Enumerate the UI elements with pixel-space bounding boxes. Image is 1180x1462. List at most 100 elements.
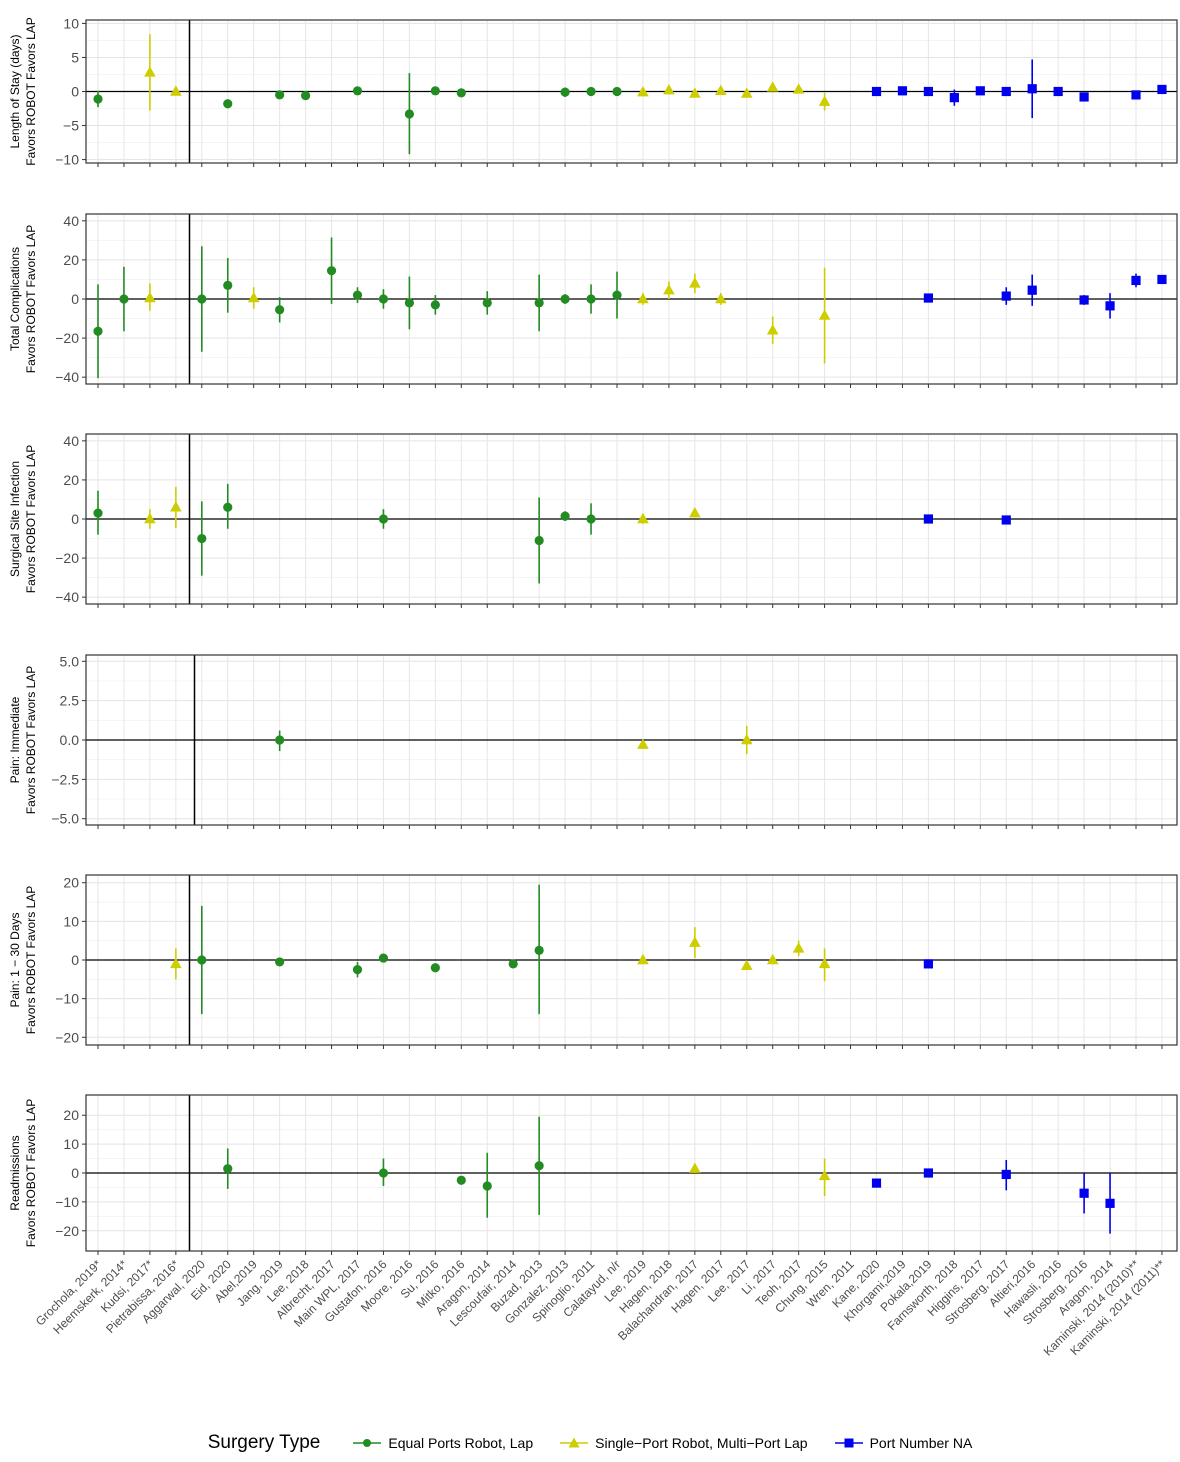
y-axis-title-line2: Favors ROBOT Favors LAP <box>24 445 38 593</box>
y-tick-label: 10 <box>63 15 79 31</box>
square-marker <box>1079 92 1089 102</box>
data-point <box>612 86 622 97</box>
data-point <box>275 957 285 967</box>
data-point <box>378 289 389 309</box>
circle-marker <box>301 90 311 101</box>
data-point <box>1053 86 1063 97</box>
y-axis-title-line1: Length of Stay (days) <box>8 34 22 148</box>
data-point <box>352 86 363 96</box>
triangle-marker <box>247 291 260 303</box>
circle-marker <box>534 535 544 546</box>
x-axis-labels: Grochola, 2019*Heemskerk, 2014*Kudsi, 20… <box>33 1257 1168 1359</box>
data-point <box>534 1116 544 1215</box>
circle-marker <box>378 1168 389 1178</box>
y-tick-label: 0 <box>71 511 79 527</box>
legend-square-marker <box>834 1438 863 1448</box>
square-marker <box>1001 1169 1011 1180</box>
y-tick-label: −10 <box>55 152 79 168</box>
data-point <box>1105 1173 1115 1234</box>
y-axis-title-line1: Pain: 1 − 30 Days <box>8 912 22 1007</box>
data-point <box>792 940 805 957</box>
triangle-marker <box>689 277 701 288</box>
y-axis-title-line2: Favors ROBOT Favors LAP <box>24 17 38 165</box>
data-point <box>1079 1173 1089 1214</box>
y-tick-label: −2.5 <box>51 771 79 787</box>
data-point <box>637 292 649 305</box>
triangle-marker <box>170 957 182 969</box>
circle-marker <box>586 86 596 97</box>
y-tick-label: −20 <box>55 330 79 346</box>
square-marker <box>923 293 933 303</box>
chart-panel: −20 −10 0 10 20 Readmissions Favors ROBOT Favo… <box>8 1094 1178 1255</box>
data-point <box>404 73 414 155</box>
triangle-marker <box>637 738 649 749</box>
data-point <box>534 497 544 584</box>
circle-marker <box>93 94 103 104</box>
data-point <box>223 257 233 313</box>
data-point <box>197 246 207 352</box>
circle-marker <box>378 514 389 524</box>
square-marker <box>1001 515 1011 525</box>
data-point <box>818 267 831 364</box>
data-point <box>1027 274 1037 306</box>
square-marker <box>923 514 933 524</box>
data-point <box>560 511 570 521</box>
data-point <box>663 281 675 299</box>
chart-panel: −40 −20 0 20 40 Total Complications Favors ROB… <box>8 213 1178 388</box>
y-tick-label: 0 <box>71 84 79 100</box>
y-tick-label: 20 <box>63 252 79 268</box>
y-axis-title-line2: Favors ROBOT Favors LAP <box>24 666 38 814</box>
data-point <box>144 34 156 111</box>
data-point <box>482 291 492 315</box>
y-axis-title-line1: Readmissions <box>8 1135 22 1210</box>
data-point <box>1079 295 1089 305</box>
chart-panel: −20 −10 0 10 20 Pain: 1 − 30 Days Favors ROBOT… <box>8 874 1178 1049</box>
data-point <box>663 83 675 95</box>
data-point <box>1105 293 1115 319</box>
y-tick-label: 0 <box>71 1165 79 1181</box>
data-point <box>1001 515 1011 525</box>
triangle-marker <box>740 87 753 98</box>
circle-marker <box>456 88 466 98</box>
legend-triangle-marker <box>560 1437 589 1448</box>
data-point <box>482 1152 492 1218</box>
circle-marker <box>508 959 518 969</box>
data-point <box>223 483 233 529</box>
square-marker <box>1053 86 1063 97</box>
triangle-marker <box>740 959 753 970</box>
y-tick-label: −5.0 <box>51 811 79 827</box>
square-marker <box>1105 1198 1115 1208</box>
data-point <box>1001 1160 1011 1191</box>
square-marker <box>1001 291 1011 301</box>
triangle-marker <box>689 87 701 98</box>
circle-marker <box>197 955 207 965</box>
data-point <box>534 884 544 1015</box>
triangle-marker <box>144 291 156 303</box>
data-point <box>534 274 544 332</box>
circle-marker <box>378 953 389 963</box>
data-point <box>275 730 285 752</box>
triangle-marker <box>170 501 182 512</box>
square-marker <box>1157 84 1167 95</box>
circle-marker <box>275 735 285 745</box>
triangle-marker <box>766 81 779 92</box>
circle-marker <box>326 266 337 276</box>
circle-marker <box>560 511 570 521</box>
triangle-marker <box>766 324 779 335</box>
triangle-marker <box>792 942 805 953</box>
data-point <box>301 90 311 101</box>
data-point <box>352 961 363 978</box>
data-point <box>430 295 440 315</box>
data-point <box>378 953 389 963</box>
data-point <box>923 959 933 969</box>
legend-label-equal-ports: Equal Ports Robot, Lap <box>388 1435 534 1451</box>
y-tick-label: 20 <box>63 875 79 891</box>
data-point <box>223 1148 233 1189</box>
circle-marker <box>93 326 103 336</box>
y-tick-label: −10 <box>55 991 79 1007</box>
data-point <box>689 273 701 294</box>
y-axis-title-line2: Favors ROBOT Favors LAP <box>24 1099 38 1247</box>
y-tick-label: −40 <box>55 369 79 385</box>
data-point <box>818 948 831 982</box>
